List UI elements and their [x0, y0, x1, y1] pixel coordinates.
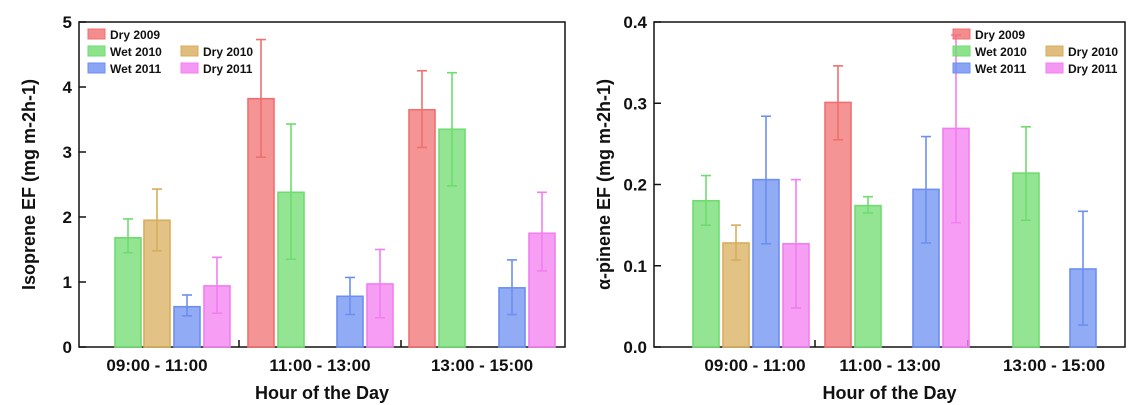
error-bar-dry-2011-09-00-11-00	[791, 178, 801, 309]
y-tick-label: 0	[63, 338, 72, 357]
x-tick-label: 09:00 - 11:00	[106, 356, 207, 375]
y-tick-label: 1	[63, 273, 72, 292]
error-bar-dry-2011-13-00-15-00	[537, 191, 547, 272]
legend-label-wet-2010: Wet 2010	[975, 45, 1027, 59]
bar-wet-2010-11-00-13-00	[854, 204, 882, 348]
legend-label-wet-2011: Wet 2011	[975, 62, 1026, 76]
error-bar-wet-2011-13-00-15-00	[507, 259, 517, 316]
x-axis-label: Hour of the Day	[255, 383, 389, 403]
legend-swatch-dry-2009	[952, 28, 971, 40]
y-tick-label: 2	[63, 208, 72, 227]
error-bar-wet-2011-11-00-13-00	[921, 135, 931, 244]
x-axis-label: Hour of the Day	[822, 383, 956, 403]
error-bar-wet-2010-09-00-11-00	[701, 174, 711, 226]
y-tick-label: 0.2	[623, 176, 647, 195]
y-tick-label: 0.3	[623, 94, 647, 113]
legend-swatch-wet-2010	[952, 45, 971, 57]
legend-label-dry-2010: Dry 2010	[203, 45, 253, 59]
y-tick-label: 5	[63, 13, 72, 32]
y-axis-label: Isoprene EF (mg m-2h-1)	[19, 79, 39, 290]
legend-label-dry-2011: Dry 2011	[203, 62, 253, 76]
legend-swatch-dry-2011	[180, 62, 199, 74]
bar-wet-2011-11-00-13-00	[336, 295, 364, 348]
error-bar-wet-2011-09-00-11-00	[761, 115, 771, 245]
legend-label-wet-2010: Wet 2010	[110, 45, 162, 59]
error-bar-dry-2009-11-00-13-00	[833, 65, 843, 141]
y-tick-label: 0.0	[623, 338, 647, 357]
legend-label-dry-2009: Dry 2009	[975, 28, 1025, 42]
legend-label-wet-2011: Wet 2011	[110, 62, 161, 76]
error-bar-dry-2011-09-00-11-00	[212, 256, 222, 315]
legend-label-dry-2010: Dry 2010	[1068, 45, 1118, 59]
error-bar-wet-2010-13-00-15-00	[1021, 126, 1031, 222]
error-bar-dry-2009-13-00-15-00	[417, 69, 427, 149]
y-axis-label: α-pinene EF (mg m-2h-1)	[594, 79, 614, 290]
error-bar-dry-2009-11-00-13-00	[256, 38, 266, 158]
x-tick-label: 09:00 - 11:00	[704, 356, 805, 375]
x-tick-label: 11:00 - 13:00	[269, 356, 370, 375]
legend: Dry 2009 Wet 2010 Dry 2010 Wet 2011 Dry 2011	[952, 28, 1118, 76]
legend-swatch-dry-2010	[180, 45, 199, 57]
error-bar-dry-2011-11-00-13-00	[375, 248, 385, 319]
bar-dry-2009-11-00-13-00	[824, 101, 852, 348]
error-bar-wet-2010-09-00-11-00	[123, 218, 133, 254]
y-tick-label: 0.1	[623, 257, 647, 276]
error-bar-dry-2010-09-00-11-00	[152, 188, 162, 252]
legend-label-dry-2009: Dry 2009	[110, 28, 160, 42]
error-bar-dry-2010-09-00-11-00	[731, 224, 741, 261]
x-tick-label: 11:00 - 13:00	[839, 356, 940, 375]
legend-swatch-wet-2011	[952, 62, 971, 74]
legend: Dry 2009 Wet 2010 Dry 2010 Wet 2011 Dry 2011	[87, 28, 253, 76]
legend-swatch-dry-2011	[1045, 62, 1064, 74]
x-tick-label: 13:00 - 15:00	[1003, 356, 1105, 375]
error-bar-wet-2010-11-00-13-00	[863, 195, 873, 214]
legend-swatch-wet-2011	[87, 62, 106, 74]
y-tick-label: 0.4	[623, 13, 647, 32]
plot-frame	[78, 21, 566, 348]
x-tick-label: 13:00 - 15:00	[431, 356, 533, 375]
legend-swatch-dry-2009	[87, 28, 106, 40]
y-tick-label: 4	[63, 78, 73, 97]
legend-swatch-dry-2010	[1045, 45, 1064, 57]
chart-panel-2: 0.0 0.1 0.2 0.3 0.4 09:00 - 11:00 11:00 - 13:0…	[594, 13, 1126, 403]
bar-wet-2010-09-00-11-00	[114, 237, 142, 348]
error-bar-wet-2010-13-00-15-00	[447, 71, 457, 187]
bar-dry-2009-13-00-15-00	[408, 108, 436, 348]
legend-swatch-wet-2010	[87, 45, 106, 57]
error-bar-wet-2010-11-00-13-00	[286, 123, 296, 261]
legend-label-dry-2011: Dry 2011	[1068, 62, 1118, 76]
error-bar-wet-2011-13-00-15-00	[1078, 210, 1088, 326]
error-bar-wet-2011-09-00-11-00	[182, 294, 192, 317]
error-bar-wet-2011-11-00-13-00	[345, 276, 355, 316]
y-tick-label: 3	[63, 143, 72, 162]
chart-panel-1: 0 1 2 3 4 5 09:00 - 11:00 11:00 - 13:00 13:00 - …	[19, 13, 566, 403]
